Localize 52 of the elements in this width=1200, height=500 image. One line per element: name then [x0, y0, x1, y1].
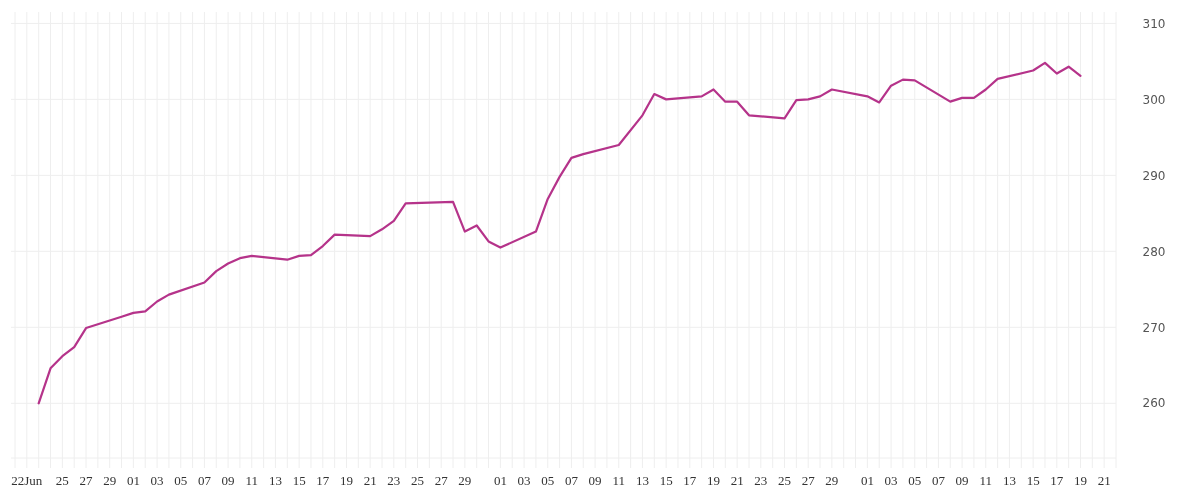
x-tick-label: 11 [245, 473, 259, 488]
x-tick-label: 29 [825, 473, 839, 488]
x-tick-label: 15 [1026, 473, 1040, 488]
x-tick-label: 29 [103, 473, 117, 488]
x-tick-label: 21 [1097, 473, 1111, 488]
x-tick-label: 03 [150, 473, 164, 488]
x-tick-label: 03 [884, 473, 898, 488]
x-tick-label: 09 [955, 473, 969, 488]
x-tick-label: 27 [801, 473, 816, 488]
x-tick-label: 11 [612, 473, 626, 488]
x-tick-label: 15 [292, 473, 306, 488]
x-tick-label: 27 [434, 473, 449, 488]
x-tick-label: 07 [931, 473, 946, 488]
y-tick-label: 300 [1142, 92, 1166, 107]
x-tick-label: 05 [541, 473, 555, 488]
x-tick-label: 03 [517, 473, 531, 488]
x-tick-label: 15 [659, 473, 673, 488]
x-tick-label: 01 [126, 473, 140, 488]
x-tick-label: 09 [588, 473, 602, 488]
x-tick-label: 19 [706, 473, 720, 488]
x-tick-label: 09 [221, 473, 235, 488]
x-tick-label: 13 [1002, 473, 1016, 488]
x-tick-label: 25 [411, 473, 425, 488]
y-tick-label: 280 [1142, 244, 1166, 259]
y-tick-label: 260 [1142, 396, 1166, 411]
x-tick-label: 13 [635, 473, 649, 488]
x-tick-label: 07 [564, 473, 579, 488]
line-series [37, 61, 1082, 405]
y-tick-label: 310 [1142, 16, 1166, 31]
x-tick-label: 07 [197, 473, 212, 488]
x-tick-label: 22Jun [11, 473, 43, 488]
x-tick-label: 17 [316, 473, 330, 488]
x-tick-label: 21 [363, 473, 377, 488]
x-tick-label: 05 [908, 473, 922, 488]
x-tick-label: 13 [268, 473, 282, 488]
x-tick-label: 17 [1050, 473, 1064, 488]
x-tick-label: 25 [55, 473, 69, 488]
x-tick-label: 23 [387, 473, 401, 488]
x-tick-label: 23 [754, 473, 768, 488]
x-tick-label: 01 [493, 473, 507, 488]
x-tick-label: 05 [174, 473, 188, 488]
x-tick-label: 19 [339, 473, 353, 488]
x-tick-label: 25 [778, 473, 792, 488]
x-tick-label: 01 [860, 473, 874, 488]
x-tick-label: 17 [683, 473, 697, 488]
x-tick-label: 21 [730, 473, 744, 488]
x-tick-label: 29 [458, 473, 472, 488]
y-tick-label: 290 [1142, 168, 1166, 183]
x-tick-label: 27 [79, 473, 94, 488]
y-tick-label: 270 [1142, 320, 1166, 335]
x-tick-label: 19 [1073, 473, 1087, 488]
x-tick-label: 11 [979, 473, 993, 488]
